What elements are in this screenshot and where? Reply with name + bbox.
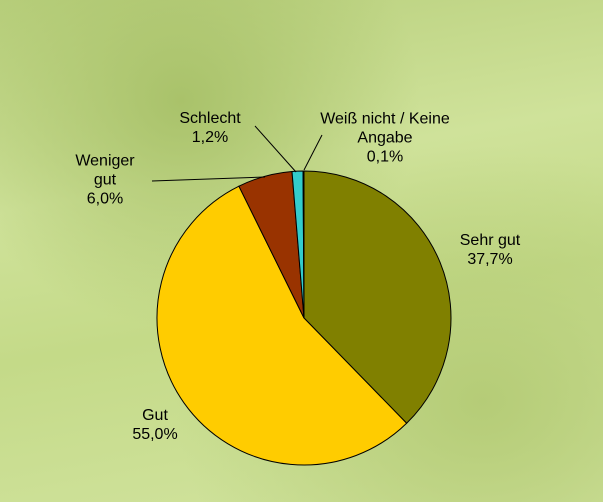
value-label: 37,7% [467, 251, 513, 268]
slice-label: Schlecht 1,2% [165, 109, 255, 147]
category-label: Gut [142, 407, 168, 424]
leader-line [254, 125, 297, 173]
category-label: Sehr gut [459, 232, 521, 249]
category-label: Schlecht [179, 110, 241, 127]
value-label: 0,1% [366, 148, 404, 166]
category-label: Weniger gut [75, 152, 135, 189]
leader-line [303, 134, 323, 171]
value-label: 6,0% [86, 190, 124, 208]
slice-label: Weniger gut 6,0% [65, 152, 145, 209]
slice-label: Gut 55,0% [115, 406, 195, 444]
slice-label: Weiß nicht / Keine Angabe 0,1% [310, 110, 460, 167]
value-label: 55,0% [132, 426, 178, 443]
pie [156, 170, 452, 466]
leader-line [151, 176, 266, 182]
slice-label: Sehr gut 37,7% [430, 231, 550, 269]
pie-slice [156, 185, 408, 466]
pie-slice [302, 170, 305, 319]
value-label: 1,2% [191, 129, 229, 146]
pie-slice [303, 170, 452, 424]
category-label: Weiß nicht / Keine Angabe [320, 110, 450, 147]
